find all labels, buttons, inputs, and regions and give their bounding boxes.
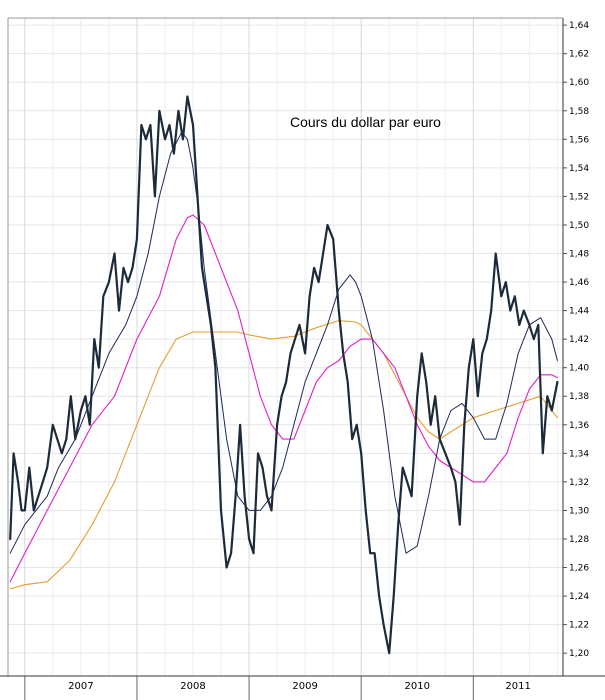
x-tick-labels: 2007 2008 2009 2010 2011 [68, 681, 531, 692]
x-tick-label: 2011 [505, 681, 530, 692]
y-tick-label: 1,38 [569, 392, 589, 402]
y-tick-label: 1,20 [569, 649, 589, 659]
y-tick-labels: 1,20 1,22 1,24 1,26 1,28 1,30 1,32 1,34 1,36 1,38… [569, 21, 589, 659]
y-tick-label: 1,32 [569, 478, 589, 488]
y-tick-label: 1,52 [569, 192, 589, 202]
series-line-price [9, 95, 559, 655]
y-tick-label: 1,58 [569, 107, 589, 117]
series-layer [9, 95, 559, 655]
x-tick-label: 2007 [68, 681, 93, 692]
y-tick-label: 1,22 [569, 621, 589, 631]
y-tick-label: 1,30 [569, 506, 589, 516]
x-axis-band [0, 677, 605, 700]
y-tick-label: 1,48 [569, 250, 589, 260]
y-tick-label: 1,40 [569, 364, 589, 374]
y-tick-label: 1,56 [569, 135, 589, 145]
chart-title: Cours du dollar par euro [290, 114, 441, 130]
y-tick-label: 1,26 [569, 564, 589, 574]
series-line-ma-mid [9, 214, 558, 583]
y-tick-label: 1,50 [569, 221, 589, 231]
y-tick-label: 1,64 [569, 21, 589, 31]
y-tick-label: 1,62 [569, 50, 589, 60]
y-tick-label: 1,44 [569, 307, 589, 317]
y-tick-label: 1,46 [569, 278, 589, 288]
series-line-ma-long [9, 320, 558, 590]
y-tick-label: 1,42 [569, 335, 589, 345]
y-tick-label: 1,54 [569, 164, 589, 174]
axis-layer [0, 17, 605, 700]
y-tick-label: 1,24 [569, 592, 589, 602]
x-tick-label: 2008 [180, 681, 205, 692]
x-tick-label: 2010 [405, 681, 430, 692]
y-tick-label: 1,60 [569, 78, 589, 88]
series-line-ma-short [9, 131, 558, 554]
y-tick-label: 1,28 [569, 535, 589, 545]
y-tick-label: 1,36 [569, 421, 589, 431]
x-tick-label: 2009 [292, 681, 317, 692]
y-tick-label: 1,34 [569, 449, 589, 459]
